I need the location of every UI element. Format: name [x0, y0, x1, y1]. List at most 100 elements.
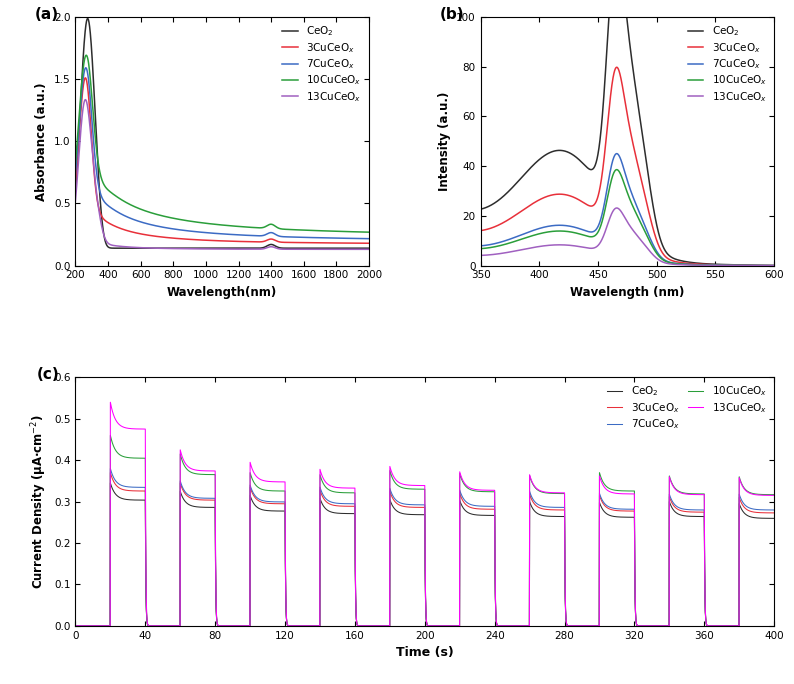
Line: 3CuCeO$_x$: 3CuCeO$_x$	[75, 473, 774, 626]
10CuCeO$_x$	[611, 166, 620, 174]
7CuCeO$_x$	[611, 150, 620, 158]
13CuCeO$_x$	[476, 251, 485, 259]
10CuCeO$_x$	[546, 489, 556, 497]
Line: CeO$_2$: CeO$_2$	[480, 17, 774, 265]
10CuCeO$_x$	[368, 622, 378, 630]
CeO$_2$	[183, 244, 193, 252]
7CuCeO$_x$	[364, 235, 374, 243]
13CuCeO$_x$	[169, 622, 179, 630]
7CuCeO$_x$	[707, 261, 717, 269]
10CuCeO$_x$	[104, 187, 114, 195]
7CuCeO$_x$	[612, 150, 622, 158]
7CuCeO$_x$	[169, 622, 179, 630]
13CuCeO$_x$	[121, 243, 131, 251]
CeO$_2$	[135, 244, 145, 252]
3CuCeO$_x$	[476, 226, 485, 235]
3CuCeO$_x$	[619, 88, 628, 96]
X-axis label: Wavelength (nm): Wavelength (nm)	[570, 286, 684, 299]
10CuCeO$_x$	[210, 471, 219, 479]
Line: 13CuCeO$_x$: 13CuCeO$_x$	[480, 208, 774, 265]
Line: 3CuCeO$_x$: 3CuCeO$_x$	[480, 67, 774, 265]
Line: 10CuCeO$_x$: 10CuCeO$_x$	[75, 435, 774, 626]
7CuCeO$_x$	[422, 620, 432, 629]
10CuCeO$_x$	[422, 620, 432, 629]
3CuCeO$_x$	[81, 74, 91, 82]
Line: 7CuCeO$_x$: 7CuCeO$_x$	[480, 154, 774, 265]
10CuCeO$_x$	[769, 261, 779, 269]
7CuCeO$_x$	[71, 622, 80, 630]
3CuCeO$_x$	[422, 620, 432, 629]
3CuCeO$_x$	[761, 261, 770, 269]
Legend: CeO$_2$, 3CuCeO$_x$, 7CuCeO$_x$, 10CuCeO$_x$, 13CuCeO$_x$: CeO$_2$, 3CuCeO$_x$, 7CuCeO$_x$, 10CuCeO…	[604, 382, 769, 434]
10CuCeO$_x$	[612, 166, 622, 174]
3CuCeO$_x$	[769, 509, 779, 517]
7CuCeO$_x$	[359, 235, 368, 243]
13CuCeO$_x$	[327, 245, 337, 253]
3CuCeO$_x$	[611, 64, 620, 73]
Line: 7CuCeO$_x$: 7CuCeO$_x$	[75, 469, 774, 626]
3CuCeO$_x$	[104, 219, 114, 227]
3CuCeO$_x$	[106, 469, 115, 477]
Text: (b): (b)	[439, 7, 464, 22]
10CuCeO$_x$	[82, 51, 91, 60]
10CuCeO$_x$	[106, 431, 115, 439]
Line: 3CuCeO$_x$: 3CuCeO$_x$	[75, 78, 369, 244]
Line: 13CuCeO$_x$: 13CuCeO$_x$	[75, 402, 774, 626]
Line: 10CuCeO$_x$: 10CuCeO$_x$	[75, 55, 369, 232]
3CuCeO$_x$	[368, 622, 378, 630]
3CuCeO$_x$	[376, 622, 385, 630]
13CuCeO$_x$	[81, 96, 91, 104]
13CuCeO$_x$	[619, 211, 628, 220]
13CuCeO$_x$	[359, 246, 368, 254]
3CuCeO$_x$	[210, 496, 219, 504]
10CuCeO$_x$	[707, 261, 717, 269]
Line: 10CuCeO$_x$: 10CuCeO$_x$	[480, 170, 774, 265]
10CuCeO$_x$	[376, 622, 385, 630]
7CuCeO$_x$	[71, 170, 80, 179]
13CuCeO$_x$	[612, 204, 622, 212]
CeO$_2$	[604, 13, 614, 21]
13CuCeO$_x$	[364, 246, 374, 254]
10CuCeO$_x$	[327, 227, 337, 235]
10CuCeO$_x$	[359, 228, 368, 236]
CeO$_2$	[422, 620, 432, 629]
3CuCeO$_x$	[71, 622, 80, 630]
CeO$_2$	[196, 244, 206, 252]
7CuCeO$_x$	[196, 228, 206, 236]
13CuCeO$_x$	[71, 197, 80, 205]
10CuCeO$_x$	[71, 622, 80, 630]
3CuCeO$_x$	[707, 261, 717, 269]
7CuCeO$_x$	[546, 503, 556, 512]
3CuCeO$_x$	[359, 239, 368, 248]
10CuCeO$_x$	[71, 159, 80, 168]
7CuCeO$_x$	[121, 213, 131, 221]
CeO$_2$	[71, 187, 80, 195]
3CuCeO$_x$	[491, 222, 500, 231]
13CuCeO$_x$	[376, 622, 385, 630]
CeO$_2$	[210, 503, 219, 512]
X-axis label: Time (s): Time (s)	[396, 646, 453, 659]
7CuCeO$_x$	[376, 622, 385, 630]
7CuCeO$_x$	[104, 202, 114, 211]
13CuCeO$_x$	[707, 261, 717, 269]
10CuCeO$_x$	[491, 243, 500, 251]
Line: 7CuCeO$_x$: 7CuCeO$_x$	[75, 68, 369, 239]
3CuCeO$_x$	[196, 236, 206, 244]
CeO$_2$	[364, 244, 374, 252]
CeO$_2$	[376, 622, 385, 630]
13CuCeO$_x$	[210, 467, 219, 475]
CeO$_2$	[769, 514, 779, 523]
7CuCeO$_x$	[619, 163, 628, 172]
7CuCeO$_x$	[761, 261, 770, 269]
Legend: CeO$_2$, 3CuCeO$_x$, 7CuCeO$_x$, 10CuCeO$_x$, 13CuCeO$_x$: CeO$_2$, 3CuCeO$_x$, 7CuCeO$_x$, 10CuCeO…	[280, 23, 364, 106]
CeO$_2$	[359, 244, 368, 252]
7CuCeO$_x$	[368, 622, 378, 630]
7CuCeO$_x$	[491, 239, 500, 248]
10CuCeO$_x$	[183, 217, 193, 225]
X-axis label: Wavelength(nm): Wavelength(nm)	[167, 286, 277, 299]
13CuCeO$_x$	[104, 240, 114, 248]
7CuCeO$_x$	[327, 234, 337, 242]
CeO$_2$	[769, 261, 779, 269]
Line: CeO$_2$: CeO$_2$	[75, 483, 774, 626]
13CuCeO$_x$	[491, 250, 500, 259]
